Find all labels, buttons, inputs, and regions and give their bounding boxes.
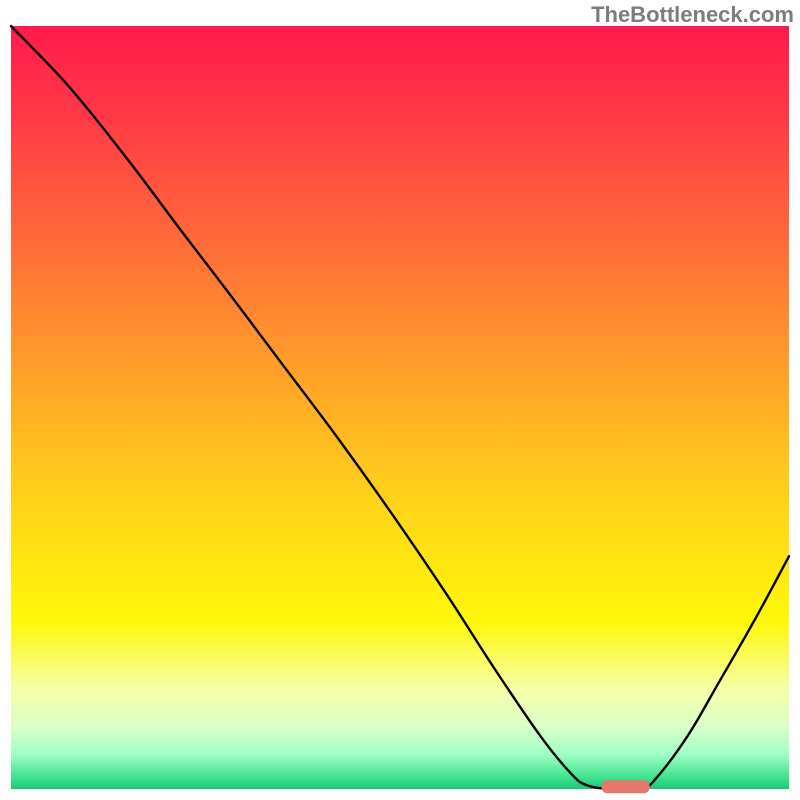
chart-stage: TheBottleneck.com bbox=[0, 0, 800, 800]
gradient-background bbox=[11, 26, 789, 789]
optimal-marker bbox=[602, 780, 650, 793]
bottleneck-chart bbox=[0, 0, 800, 800]
